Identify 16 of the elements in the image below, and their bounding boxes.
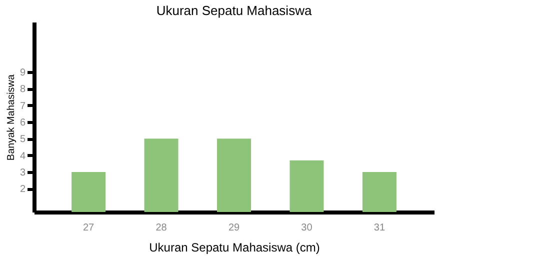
y-tick-label: 6	[20, 118, 26, 128]
x-axis-title: Ukuran Sepatu Mahasiswa (cm)	[149, 240, 320, 254]
y-tick-label: 5	[20, 134, 26, 146]
x-tick-label: 29	[228, 222, 240, 234]
chart-title: Ukuran Sepatu Mahasiswa	[156, 3, 312, 18]
x-tick-label: 28	[156, 222, 168, 234]
x-tick-label: 30	[301, 222, 313, 234]
y-tick-label: 8	[20, 84, 26, 96]
y-tick-label: 3	[20, 168, 26, 178]
y-tick-label: 4	[20, 150, 26, 162]
x-tick-label: 31	[374, 222, 386, 234]
y-tick-label: 7	[20, 100, 26, 112]
x-tick-label: 27	[82, 222, 95, 234]
y-tick-label: 9	[20, 68, 26, 78]
y-axis-title: Banyak Mahasiswa	[6, 74, 17, 161]
y-tick-label: 2	[20, 184, 26, 196]
